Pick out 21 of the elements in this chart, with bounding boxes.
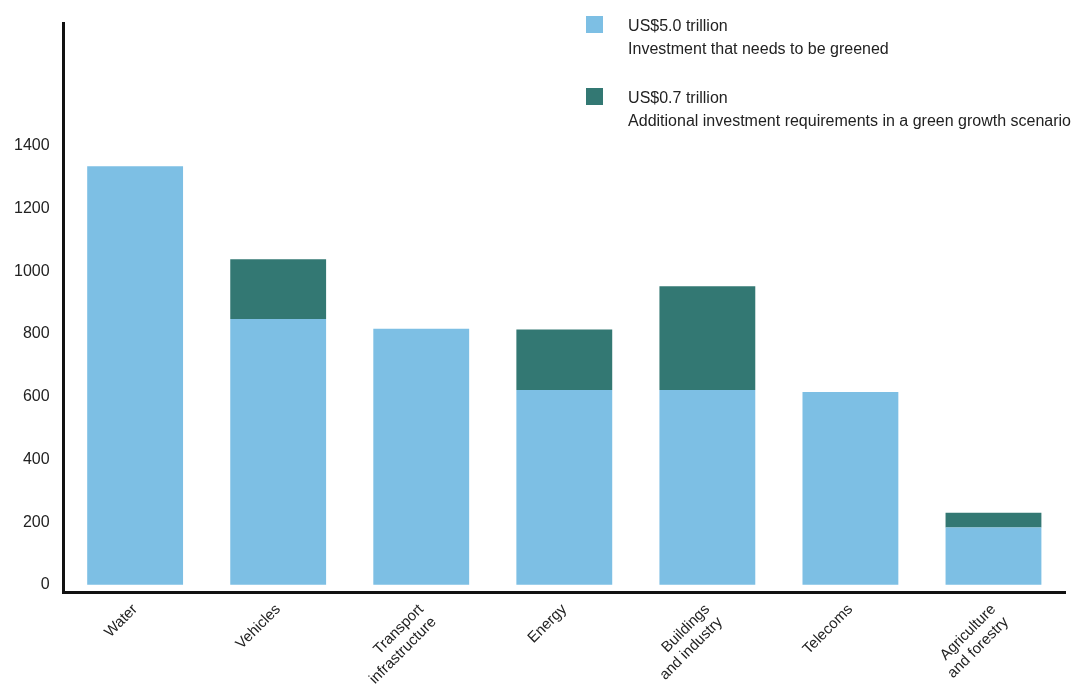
bar [230,318,327,585]
y-tick-label: 400 [22,449,50,467]
legend-label: US$5.0 trillion Investment that needs to be greened [628,16,889,59]
bar [87,166,184,585]
y-tick-label: 200 [22,512,50,530]
y-tick-label: 800 [22,324,50,342]
bar [802,391,899,585]
y-tick-label: 600 [22,387,50,405]
y-tick-label: 0 [40,575,50,593]
bar [230,259,327,319]
bar [659,390,756,585]
y-tick-label: 1400 [14,136,50,154]
bar [516,329,613,391]
bar [659,286,756,391]
bar [516,390,613,585]
bar [945,512,1042,528]
y-tick-label: 1200 [14,198,50,216]
bar [373,328,470,585]
y-tick-label: 1000 [14,261,50,279]
legend-label: US$0.7 trillion Additional investment requirements in a green growth scenario [628,88,1071,131]
bar [945,527,1042,585]
